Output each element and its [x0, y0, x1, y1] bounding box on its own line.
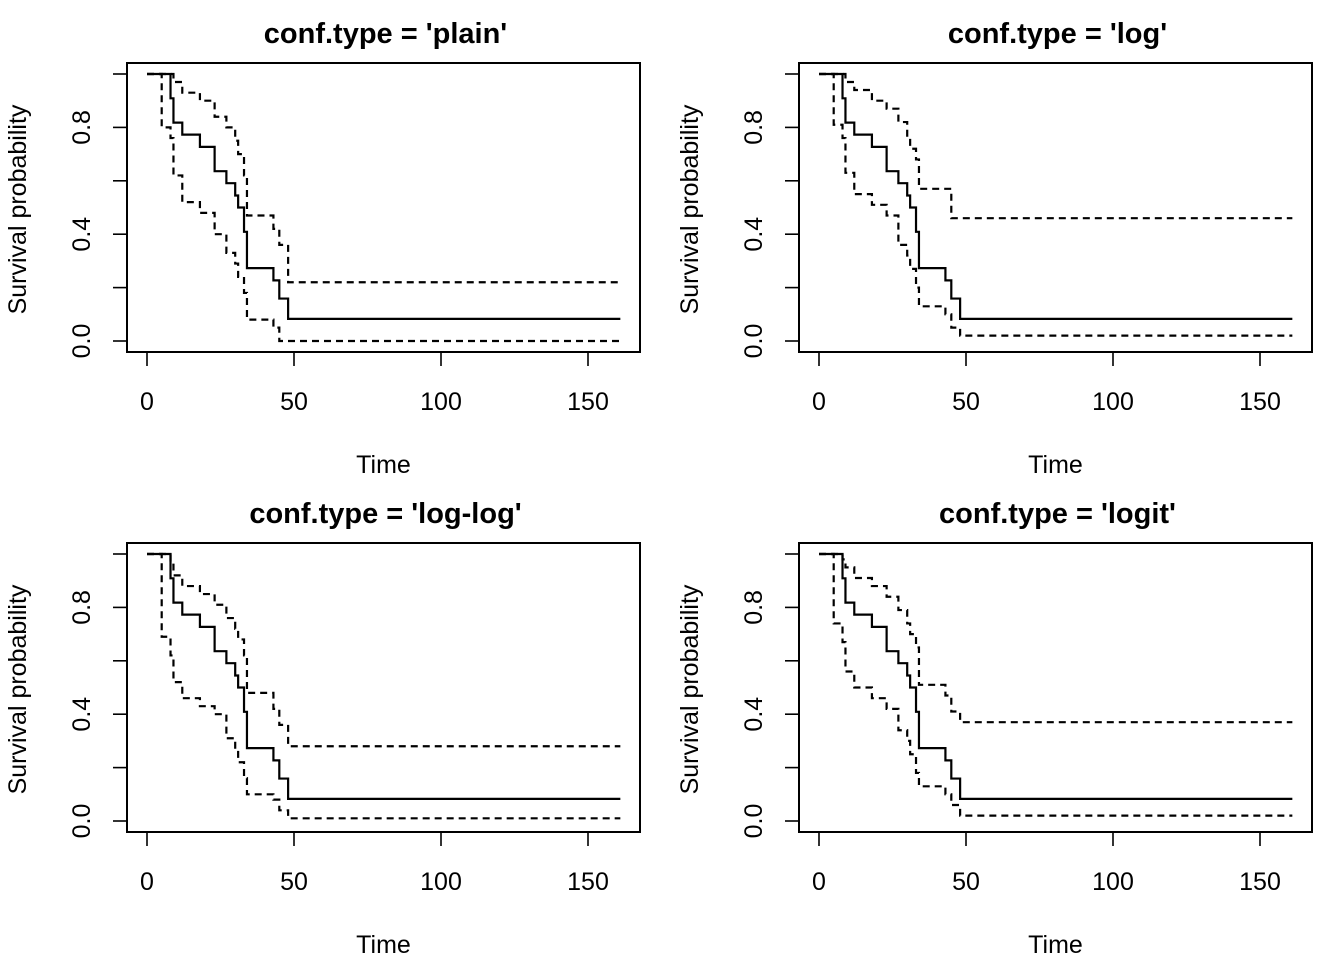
y-tick-label: 0.4	[68, 697, 96, 732]
x-axis-label: Time	[1028, 451, 1083, 479]
lower-ci-curve	[147, 72, 621, 343]
x-tick-label: 100	[420, 868, 462, 896]
chart-panel-1: conf.type = 'plain'0 50 100 150Time0.00.40.…	[4, 18, 641, 479]
x-tick-label: 50	[952, 868, 980, 896]
x-axis: 0 50 100 150	[140, 351, 609, 416]
y-tick-label: 0.4	[740, 697, 768, 732]
y-tick-label: 0.8	[740, 110, 768, 145]
y-tick-label: 0.8	[740, 590, 768, 625]
survival-curve	[147, 72, 621, 320]
y-tick-label: 0.8	[68, 110, 96, 145]
x-tick-label: 150	[1239, 868, 1281, 896]
upper-ci-curve	[819, 72, 1293, 220]
y-axis-label: Survival probability	[676, 104, 704, 314]
chart-title: conf.type = 'log-log'	[249, 498, 521, 530]
x-tick-label: 0	[140, 388, 154, 416]
y-tick-label: 0.0	[68, 324, 96, 359]
chart-panel-4: conf.type = 'logit'0 50 100 150Time0.00.40.…	[676, 498, 1313, 959]
x-tick-label: 50	[280, 868, 308, 896]
x-tick-label: 100	[420, 388, 462, 416]
y-axis: 0.0 0.4 0.8	[740, 73, 800, 359]
y-tick-label: 0.0	[68, 804, 96, 839]
y-axis-label: Survival probability	[676, 584, 704, 794]
x-tick-label: 150	[567, 868, 609, 896]
chart-title: conf.type = 'plain'	[264, 18, 507, 50]
y-tick-label: 0.0	[740, 804, 768, 839]
x-tick-label: 50	[280, 388, 308, 416]
x-tick-label: 50	[952, 388, 980, 416]
chart-title: conf.type = 'log'	[948, 18, 1167, 50]
x-axis: 0 50 100 150	[140, 831, 609, 896]
x-tick-label: 0	[812, 868, 826, 896]
x-tick-label: 150	[1239, 388, 1281, 416]
x-axis-label: Time	[356, 451, 411, 479]
x-tick-label: 100	[1092, 868, 1134, 896]
y-tick-label: 0.4	[68, 217, 96, 252]
lower-ci-curve	[819, 552, 1293, 817]
x-tick-label: 150	[567, 388, 609, 416]
x-tick-label: 0	[812, 388, 826, 416]
upper-ci-curve	[819, 552, 1293, 724]
y-axis: 0.0 0.4 0.8	[68, 553, 128, 839]
y-axis: 0.0 0.4 0.8	[740, 553, 800, 839]
y-axis-label: Survival probability	[4, 104, 32, 314]
x-axis-label: Time	[1028, 931, 1083, 959]
survival-curve	[819, 72, 1293, 320]
lower-ci-curve	[147, 552, 621, 820]
x-tick-label: 0	[140, 868, 154, 896]
survival-curve	[819, 552, 1293, 800]
y-axis-label: Survival probability	[4, 584, 32, 794]
survival-curve	[147, 552, 621, 800]
chart-panel-2: conf.type = 'log' 0 50 100 150 Time 0.0 0.4 0.8 S…	[676, 18, 1313, 479]
y-tick-label: 0.4	[740, 217, 768, 252]
x-axis-label: Time	[356, 931, 411, 959]
upper-ci-curve	[147, 552, 621, 748]
chart-title: conf.type = 'logit'	[939, 498, 1176, 530]
plot-frame	[126, 62, 641, 353]
upper-ci-curve	[147, 72, 621, 284]
plot-frame	[798, 62, 1313, 353]
x-axis: 0 50 100 150	[812, 351, 1281, 416]
x-tick-label: 100	[1092, 388, 1134, 416]
y-axis: 0.0 0.4 0.8	[68, 73, 128, 359]
y-tick-label: 0.8	[68, 590, 96, 625]
plot-frame	[126, 542, 641, 833]
chart-panel-3: conf.type = 'log-log' 0 50 100 150 Time 0.0 0.4…	[4, 498, 641, 959]
y-tick-label: 0.0	[740, 324, 768, 359]
panels: conf.type = 'plain'0 50 100 150Time0.00.40.…	[4, 18, 1313, 959]
lower-ci-curve	[819, 72, 1293, 337]
x-axis: 0 50 100 150	[812, 831, 1281, 896]
